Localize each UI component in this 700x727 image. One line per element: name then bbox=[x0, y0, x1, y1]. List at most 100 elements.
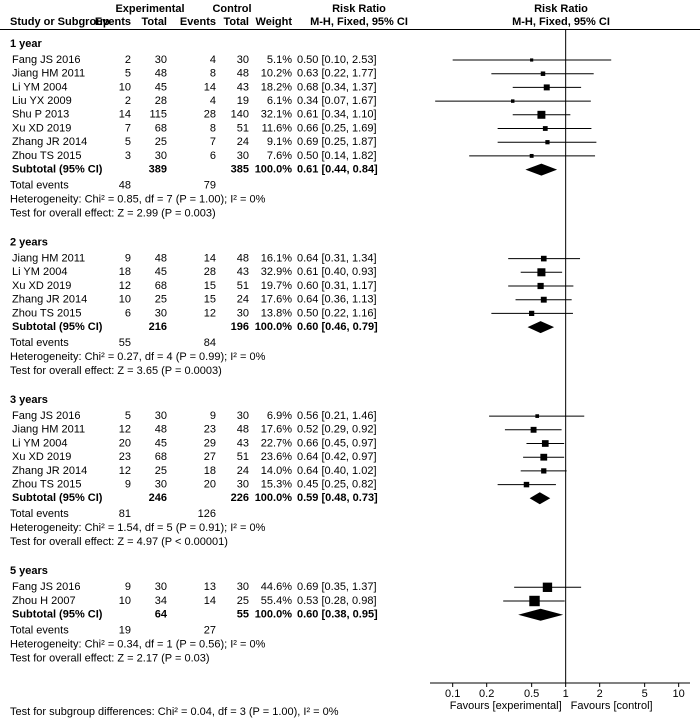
weight: 11.6% bbox=[262, 122, 293, 134]
exp-events: 9 bbox=[125, 479, 131, 491]
ctrl-events: 27 bbox=[204, 451, 216, 463]
subtotal-risk-ratio: 0.60 [0.38, 0.95] bbox=[297, 609, 378, 621]
header: Events bbox=[95, 16, 131, 28]
subtotal-label: Subtotal (95% CI) bbox=[12, 321, 103, 333]
ctrl-events: 12 bbox=[204, 307, 216, 319]
subtotal-risk-ratio: 0.61 [0.44, 0.84] bbox=[297, 164, 378, 176]
exp-total: 34 bbox=[155, 595, 167, 607]
study-square bbox=[510, 99, 515, 103]
header: Total bbox=[224, 16, 249, 28]
exp-total: 25 bbox=[155, 294, 167, 306]
x-tick-label: 5 bbox=[642, 688, 648, 700]
weight: 13.8% bbox=[261, 307, 292, 319]
x-tick-label: 0.1 bbox=[445, 688, 460, 700]
ctrl-total: 30 bbox=[237, 150, 249, 162]
ctrl-total: 24 bbox=[237, 465, 249, 477]
risk-ratio: 0.69 [0.35, 1.37] bbox=[297, 581, 377, 593]
study-square bbox=[530, 58, 534, 62]
total-events-ctrl: 27 bbox=[204, 625, 216, 637]
ctrl-total: 24 bbox=[237, 136, 249, 148]
ctrl-total: 30 bbox=[237, 54, 249, 66]
study-name: Fang JS 2016 bbox=[12, 581, 81, 593]
ctrl-total: 51 bbox=[237, 280, 249, 292]
total-events-ctrl: 79 bbox=[204, 180, 216, 192]
exp-total: 30 bbox=[155, 581, 167, 593]
study-square bbox=[541, 468, 547, 474]
risk-ratio: 0.34 [0.07, 1.67] bbox=[297, 95, 377, 107]
ctrl-events: 18 bbox=[204, 465, 216, 477]
exp-events: 14 bbox=[119, 109, 131, 121]
weight: 6.1% bbox=[267, 95, 292, 107]
study-square bbox=[543, 84, 550, 91]
ctrl-total: 25 bbox=[237, 595, 249, 607]
study-square bbox=[537, 268, 546, 277]
heterogeneity: Heterogeneity: Chi² = 0.34, df = 1 (P = … bbox=[10, 639, 266, 651]
subtotal-exp-total: 216 bbox=[149, 321, 167, 333]
weight: 10.2% bbox=[261, 68, 292, 80]
ctrl-total: 48 bbox=[237, 68, 249, 80]
ctrl-events: 8 bbox=[210, 68, 216, 80]
risk-ratio: 0.66 [0.25, 1.69] bbox=[297, 122, 377, 134]
header: Control bbox=[212, 3, 251, 15]
subtotal-diamond bbox=[518, 608, 564, 621]
study-name: Zhang JR 2014 bbox=[12, 294, 87, 306]
exp-total: 48 bbox=[155, 424, 167, 436]
exp-events: 9 bbox=[125, 581, 131, 593]
exp-events: 2 bbox=[125, 54, 131, 66]
study-square bbox=[545, 140, 550, 145]
exp-total: 45 bbox=[155, 437, 167, 449]
ctrl-events: 29 bbox=[204, 437, 216, 449]
weight: 17.6% bbox=[261, 294, 292, 306]
study-name: Li YM 2004 bbox=[12, 81, 67, 93]
ctrl-events: 8 bbox=[210, 122, 216, 134]
subtotal-exp-total: 389 bbox=[149, 164, 167, 176]
study-square bbox=[537, 282, 544, 290]
exp-total: 48 bbox=[155, 68, 167, 80]
weight: 16.1% bbox=[261, 253, 292, 265]
study-square bbox=[535, 414, 540, 418]
ctrl-events: 15 bbox=[204, 294, 216, 306]
weight: 23.6% bbox=[261, 451, 292, 463]
risk-ratio: 0.50 [0.14, 1.82] bbox=[297, 150, 377, 162]
header: M-H, Fixed, 95% CI bbox=[512, 16, 610, 28]
study-square bbox=[540, 296, 547, 303]
exp-total: 30 bbox=[155, 54, 167, 66]
ctrl-total: 140 bbox=[231, 109, 249, 121]
risk-ratio: 0.45 [0.25, 0.82] bbox=[297, 479, 377, 491]
subtotal-weight: 100.0% bbox=[255, 609, 293, 621]
weight: 7.6% bbox=[267, 150, 292, 162]
study-name: Zhou TS 2015 bbox=[12, 150, 82, 162]
risk-ratio: 0.61 [0.40, 0.93] bbox=[297, 266, 377, 278]
total-events-label: Total events bbox=[10, 508, 69, 520]
risk-ratio: 0.64 [0.42, 0.97] bbox=[297, 451, 377, 463]
study-name: Jiang HM 2011 bbox=[12, 424, 85, 436]
exp-total: 30 bbox=[155, 479, 167, 491]
ctrl-total: 30 bbox=[237, 307, 249, 319]
exp-events: 5 bbox=[125, 68, 131, 80]
weight: 19.7% bbox=[261, 280, 292, 292]
exp-events: 3 bbox=[125, 150, 131, 162]
weight: 14.0% bbox=[261, 465, 292, 477]
ctrl-total: 30 bbox=[237, 410, 249, 422]
study-square bbox=[523, 481, 530, 488]
weight: 22.7% bbox=[261, 437, 292, 449]
total-events-label: Total events bbox=[10, 180, 69, 192]
ctrl-events: 14 bbox=[204, 595, 216, 607]
exp-events: 20 bbox=[119, 437, 131, 449]
group-title: 5 years bbox=[10, 565, 48, 577]
total-events-ctrl: 84 bbox=[204, 337, 216, 349]
ctrl-events: 7 bbox=[210, 136, 216, 148]
overall-effect: Test for overall effect: Z = 2.17 (P = 0… bbox=[10, 653, 210, 665]
risk-ratio: 0.50 [0.10, 2.53] bbox=[297, 54, 377, 66]
risk-ratio: 0.63 [0.22, 1.77] bbox=[297, 68, 377, 80]
risk-ratio: 0.69 [0.25, 1.87] bbox=[297, 136, 377, 148]
exp-total: 115 bbox=[149, 109, 167, 121]
study-name: Li YM 2004 bbox=[12, 266, 67, 278]
heterogeneity: Heterogeneity: Chi² = 0.27, df = 4 (P = … bbox=[10, 351, 266, 363]
total-events-exp: 48 bbox=[119, 180, 131, 192]
subtotal-diamond bbox=[525, 163, 558, 176]
risk-ratio: 0.50 [0.22, 1.16] bbox=[297, 307, 377, 319]
overall-effect: Test for overall effect: Z = 3.65 (P = 0… bbox=[10, 365, 222, 377]
ctrl-events: 28 bbox=[204, 266, 216, 278]
study-name: Zhou TS 2015 bbox=[12, 479, 82, 491]
